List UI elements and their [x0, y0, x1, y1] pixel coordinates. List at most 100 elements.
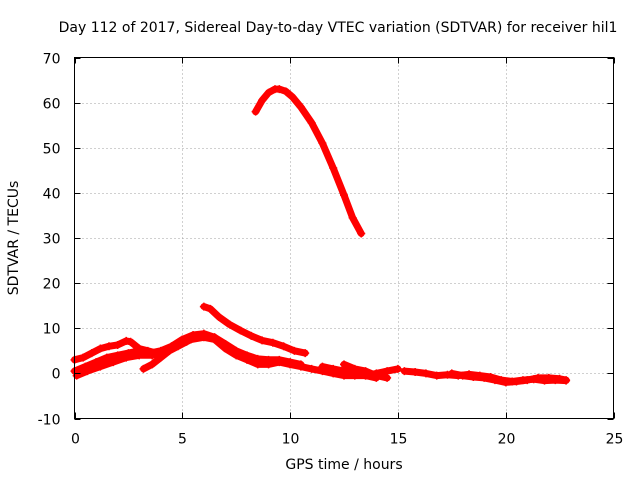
y-tick-label: 0 — [52, 367, 61, 383]
data-point — [275, 358, 284, 367]
data-point — [318, 139, 327, 148]
data-point — [251, 107, 260, 116]
data-point — [199, 331, 208, 340]
data-point — [458, 371, 467, 380]
data-point — [469, 372, 478, 381]
data-point — [253, 360, 262, 369]
data-point — [79, 353, 88, 362]
data-point — [264, 88, 273, 97]
data-point — [126, 337, 135, 346]
y-tick-label: 20 — [43, 277, 61, 293]
data-point — [87, 349, 96, 358]
data-point — [109, 358, 118, 367]
data-point — [148, 360, 157, 369]
data-point — [307, 118, 316, 127]
series-low-6 — [340, 360, 392, 382]
data-point — [296, 362, 305, 371]
y-axis-label: SDTVAR / TECUs — [6, 181, 22, 296]
x-tick-label: 20 — [498, 432, 516, 448]
data-point — [350, 364, 359, 373]
data-point — [383, 373, 392, 382]
data-point — [307, 364, 316, 373]
data-point — [206, 304, 215, 313]
data-point — [372, 371, 381, 380]
data-point — [96, 362, 105, 371]
data-point — [480, 373, 489, 382]
data-point — [236, 326, 245, 335]
data-point — [148, 351, 157, 360]
data-point — [247, 331, 256, 340]
data-point — [383, 367, 392, 376]
data-point — [340, 360, 348, 369]
data-point — [221, 344, 230, 353]
data-point — [182, 337, 191, 346]
data-point — [562, 376, 571, 385]
data-point — [318, 362, 327, 371]
data-point — [72, 371, 81, 380]
data-point — [286, 360, 295, 369]
chart-title: Day 112 of 2017, Sidereal Day-to-day VTE… — [59, 20, 618, 36]
data-point — [102, 353, 111, 362]
data-point — [268, 338, 277, 347]
series-arc-mid — [199, 302, 310, 358]
data-point — [501, 378, 510, 387]
x-tick-labels: 0 5 10 15 20 25 — [71, 432, 623, 448]
data-point — [258, 336, 267, 345]
y-tick-label: -10 — [38, 413, 61, 429]
data-point — [348, 213, 357, 222]
data-point — [512, 377, 521, 386]
y-tick-label: 30 — [43, 232, 61, 248]
data-point — [264, 360, 273, 369]
data-point — [432, 371, 441, 380]
data-point — [296, 103, 305, 112]
y-tick-label: 60 — [43, 97, 61, 113]
data-point — [210, 333, 219, 342]
series-arc-high — [251, 85, 366, 238]
data-point — [156, 353, 165, 362]
data-point — [447, 369, 456, 378]
data-point — [279, 342, 288, 351]
data-point — [411, 368, 420, 377]
data-point — [281, 87, 290, 96]
data-point — [113, 340, 122, 349]
data-point — [191, 333, 200, 342]
y-tick-label: 50 — [43, 142, 61, 158]
data-point — [361, 367, 370, 376]
x-axis-label: GPS time / hours — [285, 457, 402, 473]
data-point — [104, 342, 113, 351]
data-point — [340, 367, 348, 376]
data-point — [544, 373, 553, 382]
data-point — [96, 344, 105, 353]
data-point — [400, 367, 409, 376]
series-low-4 — [139, 331, 219, 373]
data-point — [290, 346, 299, 355]
x-tick-label: 25 — [606, 432, 624, 448]
data-point — [288, 92, 297, 101]
data-point — [490, 376, 499, 385]
x-tick-label: 15 — [390, 432, 408, 448]
data-point — [301, 349, 310, 358]
data-point — [275, 85, 284, 94]
y-tick-label: 70 — [43, 52, 61, 68]
y-tick-label: 10 — [43, 322, 61, 338]
data-point — [329, 164, 338, 173]
x-tick-label: 5 — [178, 432, 187, 448]
data-point — [139, 364, 148, 373]
data-point — [214, 312, 223, 321]
data-point — [242, 355, 251, 364]
data-point — [122, 336, 131, 345]
data-point — [232, 351, 241, 360]
data-point — [555, 374, 564, 383]
data-point — [165, 346, 174, 355]
data-point — [258, 96, 267, 105]
data-point — [199, 302, 208, 311]
data-point — [523, 376, 532, 385]
data-point — [83, 367, 92, 376]
data-point — [421, 369, 430, 378]
data-point — [393, 364, 402, 373]
series-layer — [70, 85, 571, 387]
data-point — [122, 353, 131, 362]
data-point — [340, 191, 348, 200]
data-point — [329, 364, 338, 373]
